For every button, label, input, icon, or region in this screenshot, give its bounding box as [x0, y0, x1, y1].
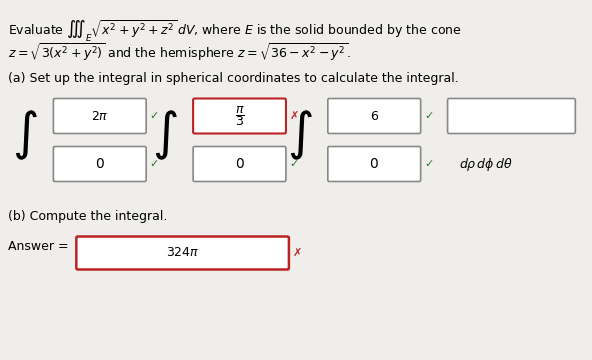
FancyBboxPatch shape	[328, 99, 421, 134]
Text: $\dfrac{\pi}{3}$: $\dfrac{\pi}{3}$	[234, 104, 244, 128]
Text: ✓: ✓	[424, 111, 433, 121]
Text: Evaluate $\iiint_E \sqrt{x^2 + y^2 + z^2}\, dV$, where $E$ is the solid bounded : Evaluate $\iiint_E \sqrt{x^2 + y^2 + z^2…	[8, 18, 462, 44]
Text: $\int$: $\int$	[287, 108, 312, 162]
Text: ✓: ✓	[150, 159, 159, 169]
FancyBboxPatch shape	[328, 147, 421, 181]
Text: ✓: ✓	[150, 111, 159, 121]
FancyBboxPatch shape	[53, 147, 146, 181]
FancyBboxPatch shape	[448, 99, 575, 134]
Text: ✓: ✓	[289, 159, 299, 169]
Text: ✓: ✓	[424, 159, 433, 169]
Text: $\int$: $\int$	[12, 108, 38, 162]
FancyBboxPatch shape	[193, 147, 286, 181]
Text: Answer =: Answer =	[8, 240, 73, 253]
FancyBboxPatch shape	[193, 99, 286, 134]
Text: $324\pi$: $324\pi$	[166, 247, 200, 260]
Text: $z = \sqrt{3(x^2 + y^2)}$ and the hemisphere $z = \sqrt{36 - x^2 - y^2}$.: $z = \sqrt{3(x^2 + y^2)}$ and the hemisp…	[8, 42, 351, 64]
Text: $d\rho \, d\phi \, d\theta$: $d\rho \, d\phi \, d\theta$	[459, 156, 513, 172]
Text: (b) Compute the integral.: (b) Compute the integral.	[8, 210, 168, 223]
Text: $0$: $0$	[95, 157, 105, 171]
Text: ✗: ✗	[292, 248, 302, 258]
FancyBboxPatch shape	[76, 237, 289, 270]
FancyBboxPatch shape	[53, 99, 146, 134]
Text: $2\pi$: $2\pi$	[91, 109, 108, 122]
Text: $6$: $6$	[369, 109, 379, 122]
Text: $0$: $0$	[369, 157, 379, 171]
Text: (a) Set up the integral in spherical coordinates to calculate the integral.: (a) Set up the integral in spherical coo…	[8, 72, 459, 85]
Text: $\int$: $\int$	[152, 108, 178, 162]
Text: $0$: $0$	[234, 157, 244, 171]
Text: ✗: ✗	[289, 111, 299, 121]
